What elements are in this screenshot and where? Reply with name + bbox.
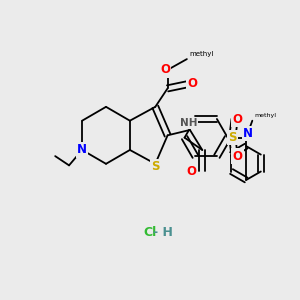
Text: O: O (187, 77, 197, 90)
Text: NH: NH (180, 118, 197, 128)
Text: - H: - H (153, 226, 173, 239)
Text: N: N (243, 127, 253, 140)
Text: O: O (160, 63, 170, 76)
Text: O: O (233, 150, 243, 163)
Text: methyl: methyl (189, 51, 214, 57)
Text: O: O (187, 165, 196, 178)
Text: N: N (77, 143, 87, 157)
Text: S: S (228, 131, 236, 144)
Text: O: O (233, 113, 243, 126)
Text: Cl: Cl (143, 226, 157, 239)
Text: methyl: methyl (255, 113, 277, 119)
Text: S: S (151, 160, 160, 173)
